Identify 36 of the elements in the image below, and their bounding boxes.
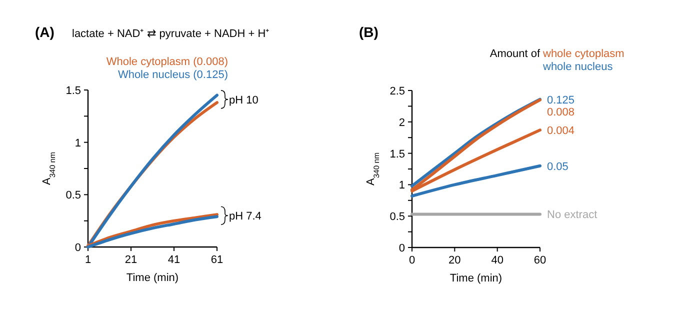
y-tick-label: 0: [74, 242, 81, 254]
y-tick-label: 0.5: [66, 190, 81, 202]
chart-title: (A): [35, 24, 54, 40]
x-tick-label: 61: [210, 254, 224, 266]
x-tick-label: 21: [124, 254, 138, 266]
annotation: pH 10: [229, 94, 258, 106]
x-tick-label: 40: [491, 254, 504, 266]
y-tick-label: 1: [398, 180, 405, 192]
series-label: 0.008: [547, 106, 575, 118]
text: Whole cytoplasm (0.008): [106, 56, 228, 68]
x-tick-label: 41: [168, 254, 180, 266]
series-label: 0.125: [547, 94, 575, 106]
x-tick-label: 20: [448, 254, 461, 266]
y-tick-label: 0.5: [390, 211, 405, 224]
line-series: [410, 164, 542, 198]
legend-title: Amount of: [490, 48, 541, 60]
y-tick-label: 2: [398, 116, 405, 129]
x-axis-title: Time (min): [126, 272, 179, 284]
chart-subtitle: lactate + NAD⁺ ⇄ pyruvate + NADH + H⁺: [72, 28, 270, 40]
chart-title: (B): [359, 24, 378, 40]
x-axis-title: Time (min): [450, 272, 502, 284]
y-tick-label: 2.5: [390, 86, 405, 98]
series-label: No extract: [547, 209, 598, 222]
y-tick-label: 0: [398, 242, 405, 254]
text: whole cytoplasm: [542, 48, 624, 60]
x-tick-label: 60: [534, 254, 546, 266]
annotation: pH 7.4: [229, 210, 262, 223]
text: whole nucleus: [542, 61, 614, 73]
x-tick-label: 0: [408, 254, 416, 266]
y-tick-label: 1: [74, 137, 81, 150]
y-tick-label: 1.5: [66, 85, 81, 97]
series-label: Whole nucleus (0.125): [118, 69, 228, 81]
x-tick-label: 1: [84, 254, 92, 266]
series-label: 0.004: [547, 125, 575, 138]
y-tick-label: 1.5: [390, 148, 405, 160]
series-label: 0.05: [547, 160, 568, 173]
